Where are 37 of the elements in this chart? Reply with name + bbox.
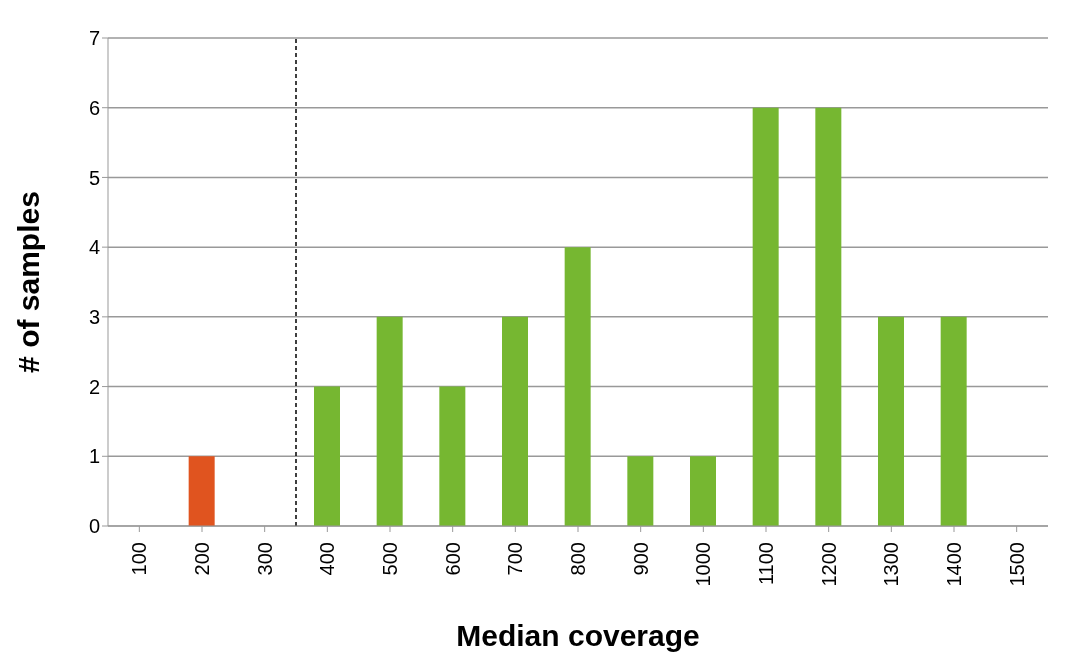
x-tick-label: 1500 bbox=[1005, 542, 1028, 587]
bar bbox=[564, 247, 591, 526]
y-tick-label: 2 bbox=[88, 375, 100, 398]
x-tick-label: 300 bbox=[253, 542, 276, 576]
y-tick-label: 5 bbox=[88, 166, 100, 189]
y-tick-label: 6 bbox=[88, 96, 100, 119]
x-tick-label: 1000 bbox=[692, 542, 715, 587]
bar bbox=[502, 316, 528, 526]
bar bbox=[878, 316, 904, 526]
bar bbox=[940, 316, 967, 526]
bar bbox=[752, 107, 779, 526]
bar bbox=[188, 456, 215, 526]
x-axis-title: Median coverage bbox=[456, 619, 700, 652]
bar bbox=[376, 316, 403, 526]
x-tick-label: 700 bbox=[504, 542, 527, 576]
bar bbox=[439, 386, 466, 526]
x-tick-label: 100 bbox=[128, 542, 151, 576]
y-tick-label: 4 bbox=[88, 236, 100, 259]
x-tick-label: 600 bbox=[441, 542, 464, 576]
x-tick-label: 1100 bbox=[755, 542, 777, 586]
y-tick-label: 3 bbox=[88, 305, 100, 328]
x-tick-label: 1300 bbox=[880, 542, 903, 587]
y-axis-title: # of samples bbox=[11, 191, 45, 373]
x-tick-label: 400 bbox=[316, 542, 339, 576]
x-tick-label: 200 bbox=[191, 542, 213, 576]
y-tick-label: 7 bbox=[88, 27, 100, 50]
bar bbox=[690, 456, 716, 526]
bar bbox=[314, 386, 340, 526]
y-tick-label: 1 bbox=[88, 445, 100, 468]
x-tick-label: 800 bbox=[567, 542, 589, 576]
y-tick-label: 0 bbox=[88, 515, 100, 538]
bar bbox=[815, 107, 842, 526]
x-tick-label: 1400 bbox=[943, 542, 965, 587]
x-tick-label: 900 bbox=[629, 542, 652, 576]
x-tick-label: 500 bbox=[379, 542, 401, 576]
bar bbox=[627, 456, 654, 526]
x-tick-label: 1200 bbox=[817, 542, 840, 587]
